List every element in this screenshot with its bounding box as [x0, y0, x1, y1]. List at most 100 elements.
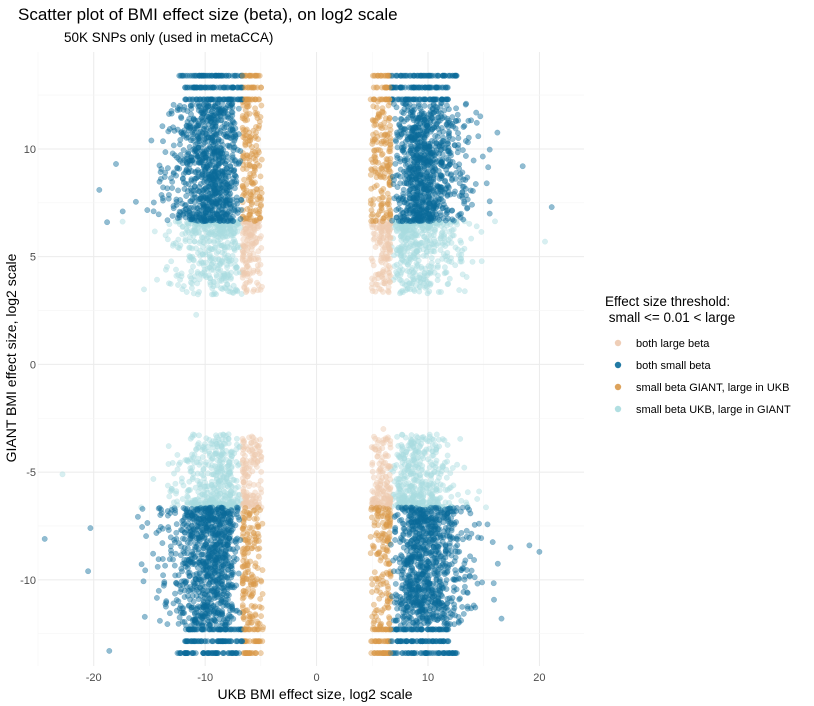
point-small-ukb-large-giant	[431, 248, 438, 255]
point-both-small	[155, 556, 162, 563]
point-small-ukb-large-giant	[225, 258, 232, 265]
point-small-giant-large-ukb	[379, 194, 385, 201]
point-both-small	[457, 214, 464, 221]
point-small-giant-large-ukb	[382, 137, 389, 144]
point-small-ukb-large-giant	[227, 223, 234, 230]
point-both-large	[253, 437, 260, 444]
point-small-giant-large-ukb	[367, 197, 374, 204]
point-both-small	[155, 211, 162, 218]
point-both-small	[393, 207, 400, 213]
point-small-giant-large-ukb	[258, 190, 265, 196]
point-small-giant-large-ukb	[258, 102, 265, 109]
point-both-small	[233, 556, 240, 563]
point-small-ukb-large-giant	[176, 245, 183, 252]
point-small-ukb-large-giant	[203, 235, 210, 242]
point-both-small	[415, 115, 422, 122]
point-small-giant-large-ukb	[257, 595, 264, 602]
point-small-ukb-large-giant	[219, 224, 226, 230]
point-both-small	[444, 119, 451, 126]
point-small-ukb-large-giant	[198, 258, 204, 265]
point-both-small	[452, 125, 459, 132]
point-small-ukb-large-giant	[441, 231, 448, 238]
point-both-small	[457, 170, 464, 177]
point-both-small	[199, 130, 206, 137]
point-both-small	[432, 72, 439, 79]
point-both-large	[385, 240, 391, 247]
point-small-ukb-large-giant	[190, 257, 197, 264]
point-small-ukb-large-giant	[445, 280, 452, 287]
point-both-small	[221, 131, 227, 138]
point-small-ukb-large-giant	[195, 229, 202, 236]
point-small-giant-large-ukb	[240, 594, 247, 601]
point-small-ukb-large-giant	[468, 235, 475, 242]
point-small-giant-large-ukb	[254, 523, 261, 530]
point-small-ukb-large-giant	[230, 230, 237, 237]
point-small-ukb-large-giant	[201, 223, 208, 230]
point-small-ukb-large-giant	[206, 230, 213, 237]
point-small-ukb-large-giant	[188, 468, 195, 474]
point-both-small	[399, 84, 406, 91]
point-both-large	[377, 238, 384, 245]
point-both-small	[217, 190, 224, 196]
point-small-ukb-large-giant	[233, 218, 240, 225]
plot-grid	[37, 52, 584, 666]
point-small-ukb-large-giant	[473, 223, 480, 230]
point-both-small	[176, 212, 183, 219]
point-small-giant-large-ukb	[385, 201, 392, 208]
point-both-small	[170, 170, 177, 177]
point-small-ukb-large-giant	[166, 228, 173, 235]
point-both-small	[212, 155, 219, 162]
point-small-giant-large-ukb	[378, 165, 385, 171]
point-small-ukb-large-giant	[218, 242, 225, 249]
point-both-small	[170, 142, 177, 149]
point-small-ukb-large-giant	[207, 281, 214, 288]
point-small-ukb-large-giant	[206, 238, 213, 244]
point-small-giant-large-ukb	[258, 613, 265, 620]
point-both-small	[169, 185, 176, 191]
point-small-ukb-large-giant	[219, 230, 226, 237]
point-small-ukb-large-giant	[478, 258, 485, 265]
point-small-ukb-large-giant	[154, 276, 160, 283]
point-both-small	[409, 137, 416, 144]
point-small-ukb-large-giant	[456, 287, 463, 294]
point-small-ukb-large-giant	[207, 275, 214, 282]
chart-subtitle: 50K SNPs only (used in metaCCA)	[64, 30, 273, 45]
point-small-ukb-large-giant	[196, 219, 202, 226]
point-small-ukb-large-giant	[461, 288, 468, 295]
point-both-small	[392, 115, 399, 122]
point-both-small	[237, 216, 244, 222]
point-both-small	[400, 186, 407, 193]
point-both-small	[432, 84, 439, 91]
point-small-ukb-large-giant	[199, 454, 206, 461]
point-both-small	[235, 105, 242, 112]
point-small-giant-large-ukb	[373, 104, 380, 111]
point-small-ukb-large-giant	[188, 255, 195, 262]
point-small-ukb-large-giant	[430, 264, 437, 271]
point-small-ukb-large-giant	[200, 244, 206, 250]
point-small-ukb-large-giant	[220, 274, 227, 281]
point-both-small	[208, 139, 215, 146]
point-small-ukb-large-giant	[189, 451, 196, 458]
point-both-large	[251, 286, 257, 293]
point-small-ukb-large-giant	[235, 483, 241, 490]
point-small-giant-large-ukb	[382, 115, 389, 122]
point-small-ukb-large-giant	[221, 244, 228, 251]
point-small-ukb-large-giant	[192, 218, 199, 225]
point-both-small	[190, 126, 197, 133]
point-small-ukb-large-giant	[463, 274, 470, 280]
point-both-large	[248, 500, 255, 507]
point-both-small	[398, 115, 404, 122]
point-small-giant-large-ukb	[248, 133, 255, 140]
point-small-ukb-large-giant	[150, 476, 157, 482]
point-both-large	[247, 492, 254, 499]
point-small-ukb-large-giant	[222, 222, 229, 229]
point-small-ukb-large-giant	[206, 251, 213, 258]
point-small-ukb-large-giant	[229, 289, 236, 296]
point-both-small	[191, 169, 198, 176]
point-both-small	[413, 152, 420, 158]
point-small-ukb-large-giant	[213, 476, 220, 483]
point-small-ukb-large-giant	[218, 258, 225, 265]
point-small-ukb-large-giant	[193, 220, 200, 227]
point-both-large	[240, 236, 247, 243]
point-both-large	[241, 226, 248, 233]
